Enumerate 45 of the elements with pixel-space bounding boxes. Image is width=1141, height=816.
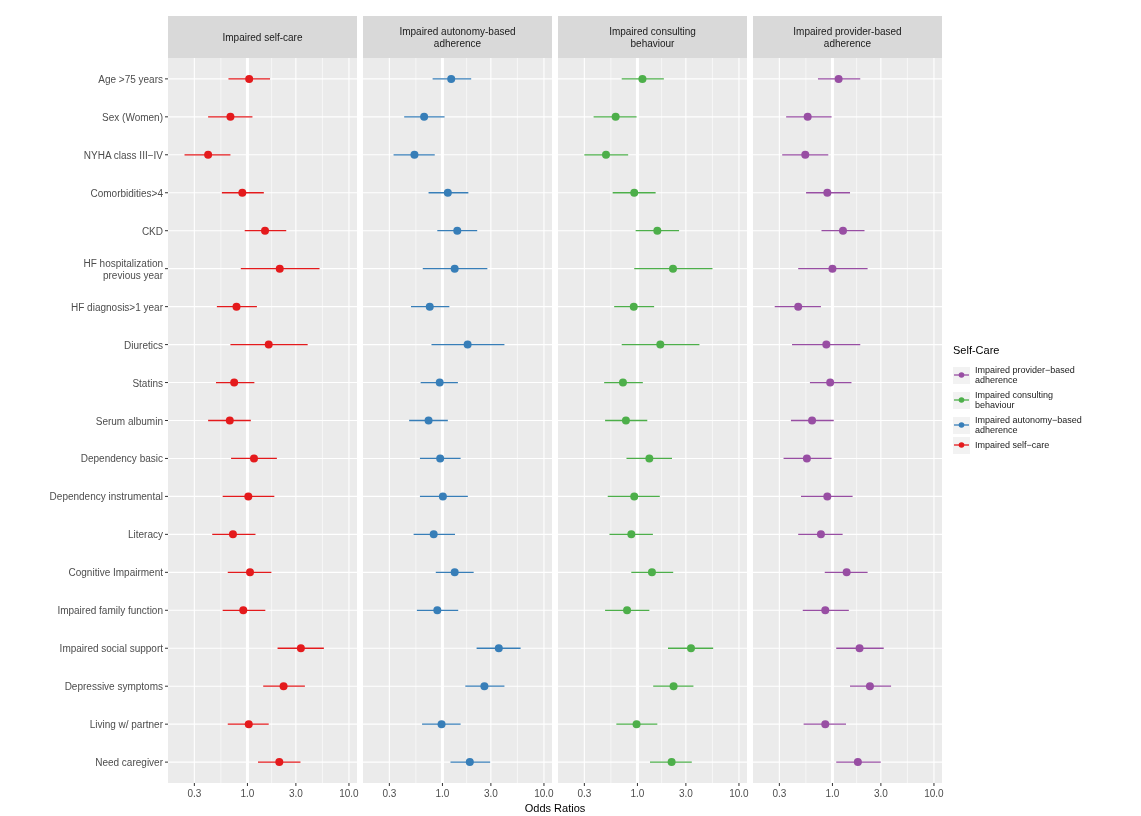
y-tick-label: CKD: [141, 225, 163, 237]
y-tick-label: NYHA class III−IV: [83, 149, 164, 161]
y-tick-label: Dependency basic: [80, 452, 163, 464]
x-tick-label: 1.0: [240, 788, 255, 799]
y-tick-label: Statins: [132, 377, 163, 389]
y-tick-label: HF hospitalization previous year: [83, 257, 164, 281]
x-tick-label: 10.0: [534, 788, 555, 799]
legend-label: Impaired consulting behaviour: [975, 390, 1054, 410]
chart-title: Impaired consulting behaviour: [609, 25, 696, 49]
y-tick-label: Comorbidities>4: [90, 187, 164, 199]
legend-label: Impaired provider−based adherence: [975, 365, 1075, 385]
x-tick-label: 1.0: [435, 788, 450, 799]
y-tick-label: Impaired social support: [59, 642, 164, 654]
legend-title: Self-Care: [953, 344, 1000, 356]
x-tick-label: 10.0: [729, 788, 750, 799]
x-tick-label: 0.3: [772, 788, 787, 799]
y-tick-label: Sex (Women): [102, 111, 163, 123]
chart-title: Impaired provider-based adherence: [793, 25, 902, 49]
x-tick-label: 0.3: [187, 788, 202, 799]
y-tick-label: HF diagnosis>1 year: [71, 301, 164, 313]
y-tick-label: Literacy: [127, 528, 163, 540]
x-tick-label: 3.0: [678, 788, 694, 799]
y-tick-label: Diuretics: [124, 339, 163, 351]
x-tick-label: 10.0: [924, 788, 945, 799]
y-tick-label: Age >75 years: [98, 73, 163, 85]
x-tick-label: 0.3: [382, 788, 397, 799]
legend-label: Impaired autonomy−based adherence: [975, 415, 1082, 435]
y-tick-label: Depressive symptoms: [64, 680, 163, 692]
x-tick-label: 3.0: [873, 788, 889, 799]
y-tick-label: Need caregiver: [95, 756, 164, 768]
x-axis-title: Odds Ratios: [524, 802, 586, 814]
y-tick-label: Serum albumin: [95, 415, 163, 426]
x-tick-label: 1.0: [825, 788, 840, 799]
chart-title: Impaired self-care: [222, 31, 303, 43]
y-tick-label: Cognitive Impairment: [68, 566, 164, 578]
y-tick-label: Dependency instrumental: [49, 490, 163, 502]
x-tick-label: 3.0: [483, 788, 499, 799]
x-tick-label: 0.3: [577, 788, 592, 799]
chart-title: Impaired autonomy-based adherence: [399, 25, 516, 49]
y-tick-label: Impaired family function: [57, 604, 163, 616]
x-tick-label: 1.0: [630, 788, 645, 799]
x-tick-label: 10.0: [339, 788, 360, 799]
y-tick-label: Living w/ partner: [89, 718, 164, 730]
x-tick-label: 3.0: [288, 788, 304, 799]
legend-label: Impaired self−care: [975, 440, 1050, 450]
